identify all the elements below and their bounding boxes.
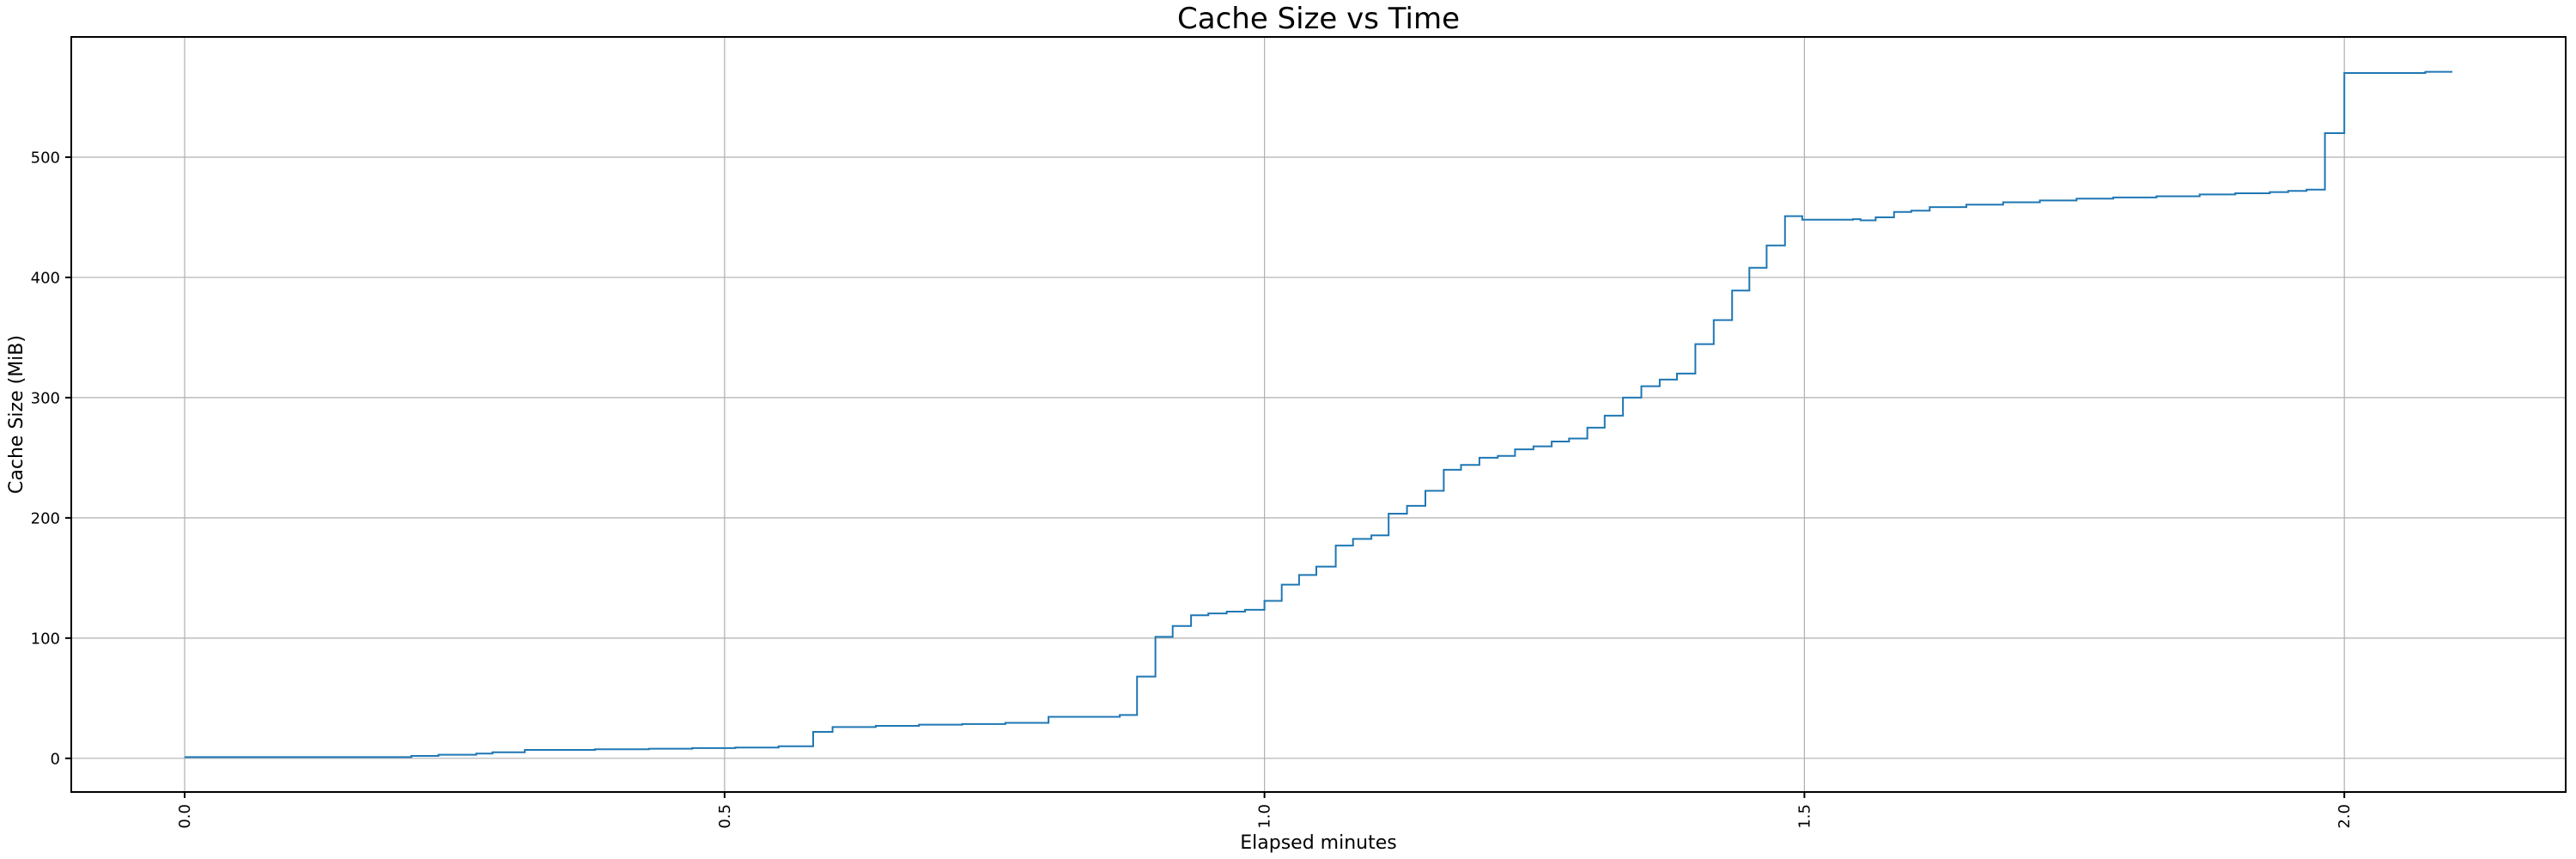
y-tick-label: 500 — [31, 149, 60, 167]
plot-border — [70, 36, 2567, 793]
y-axis-label: Cache Size (MiB) — [6, 335, 27, 494]
x-tick-label: 0.0 — [176, 804, 194, 829]
y-tick-label: 300 — [31, 389, 60, 407]
y-tick-label: 100 — [31, 630, 60, 648]
gridlines — [71, 37, 2566, 792]
x-tick-label: 1.5 — [1795, 804, 1814, 829]
tick-labels: 0.0 0.5 1.0 1.5 2.0 0 100 200 300 400 500 — [31, 149, 2354, 828]
x-tick-label: 2.0 — [2336, 804, 2354, 829]
y-tick-label: 200 — [31, 509, 60, 527]
x-axis-label: Elapsed minutes — [1240, 832, 1396, 854]
series-lines — [185, 70, 2452, 758]
series-line-cache-size — [185, 70, 2452, 758]
y-tick-label: 0 — [51, 750, 60, 768]
y-tick-label: 400 — [31, 269, 60, 287]
x-tick-label: 0.5 — [716, 804, 734, 829]
x-tick-label: 1.0 — [1256, 804, 1274, 829]
chart-title: Cache Size vs Time — [1177, 2, 1460, 36]
tick-marks — [65, 155, 2346, 798]
